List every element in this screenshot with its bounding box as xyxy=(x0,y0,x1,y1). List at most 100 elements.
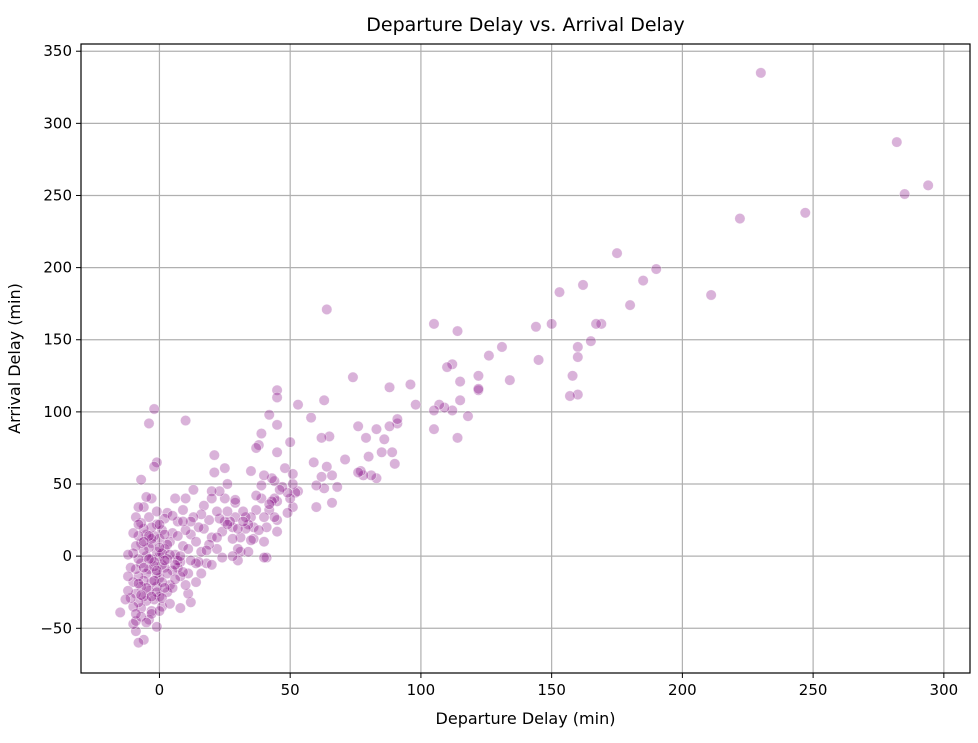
data-point xyxy=(370,472,382,484)
x-tick-label: 100 xyxy=(407,681,436,699)
y-tick-label: 150 xyxy=(43,331,72,349)
data-point xyxy=(428,423,440,435)
data-point xyxy=(177,504,189,516)
data-point xyxy=(533,354,545,366)
data-point xyxy=(229,494,241,506)
data-point xyxy=(441,361,453,373)
data-point xyxy=(130,608,142,620)
data-point xyxy=(611,247,623,259)
data-point xyxy=(133,518,145,530)
data-point xyxy=(250,442,262,454)
data-point xyxy=(378,433,390,445)
data-point xyxy=(151,565,163,577)
data-point xyxy=(146,605,158,617)
x-axis-label: Departure Delay (min) xyxy=(436,709,616,728)
data-point xyxy=(193,521,205,533)
data-point xyxy=(572,351,584,363)
data-point xyxy=(352,420,364,432)
data-point xyxy=(384,381,396,393)
data-point xyxy=(391,413,403,425)
data-point xyxy=(146,591,158,603)
data-point xyxy=(242,546,254,558)
data-point xyxy=(891,136,903,148)
data-point xyxy=(208,466,220,478)
data-point xyxy=(182,588,194,600)
data-point xyxy=(211,531,223,543)
data-point xyxy=(637,275,649,287)
data-point xyxy=(389,458,401,470)
data-point xyxy=(258,511,270,523)
axis-ticks: 0 50 100 150 200 250 300 −50 0 50 100 150 200 250 300 3… xyxy=(40,42,958,699)
y-tick-label: 100 xyxy=(43,403,72,421)
data-point xyxy=(352,466,364,478)
data-point xyxy=(271,391,283,403)
data-point xyxy=(138,634,150,646)
data-point xyxy=(143,511,155,523)
data-point xyxy=(922,179,934,191)
data-point xyxy=(164,598,176,610)
data-point xyxy=(321,461,333,473)
y-tick-label: −50 xyxy=(40,619,72,637)
data-point xyxy=(140,491,152,503)
data-point xyxy=(203,539,215,551)
data-point xyxy=(331,481,343,493)
data-point xyxy=(127,527,139,539)
data-point xyxy=(151,505,163,517)
data-point xyxy=(454,376,466,388)
data-point xyxy=(734,213,746,225)
data-point xyxy=(650,263,662,275)
data-point xyxy=(206,559,218,571)
data-point xyxy=(177,566,189,578)
data-point xyxy=(577,279,589,291)
data-point xyxy=(148,403,160,415)
data-point xyxy=(321,303,333,315)
data-point xyxy=(245,534,257,546)
data-point xyxy=(282,507,294,519)
data-point xyxy=(504,374,516,386)
data-point xyxy=(438,402,450,414)
data-point xyxy=(227,550,239,562)
data-point xyxy=(148,461,160,473)
data-point xyxy=(624,299,636,311)
data-point xyxy=(347,371,359,383)
data-point xyxy=(169,492,181,504)
data-point xyxy=(339,453,351,465)
data-point xyxy=(127,601,139,613)
data-point xyxy=(190,576,202,588)
data-point xyxy=(195,567,207,579)
data-point xyxy=(462,410,474,422)
data-point xyxy=(564,390,576,402)
data-point xyxy=(169,573,181,585)
data-point xyxy=(755,67,767,79)
data-point xyxy=(245,465,257,477)
data-point xyxy=(180,524,192,536)
data-point xyxy=(180,415,192,427)
data-point xyxy=(446,358,458,370)
data-point xyxy=(292,399,304,411)
data-point xyxy=(122,570,134,582)
y-axis-label: Arrival Delay (min) xyxy=(5,283,24,434)
x-tick-label: 150 xyxy=(537,681,566,699)
x-tick-label: 300 xyxy=(930,681,959,699)
data-point xyxy=(255,428,267,440)
x-tick-label: 250 xyxy=(799,681,828,699)
data-point xyxy=(310,479,322,491)
data-point xyxy=(114,606,126,618)
data-point xyxy=(590,318,602,330)
data-point xyxy=(221,505,233,517)
data-point xyxy=(135,589,147,601)
data-point xyxy=(159,529,171,541)
data-point xyxy=(135,474,147,486)
data-point xyxy=(258,536,270,548)
data-point xyxy=(203,514,215,526)
data-point xyxy=(130,625,142,637)
data-point xyxy=(483,350,495,362)
data-point xyxy=(386,446,398,458)
data-point xyxy=(255,492,267,504)
data-point xyxy=(237,516,249,528)
plot-frame xyxy=(80,43,971,674)
data-point xyxy=(133,578,145,590)
data-point xyxy=(428,318,440,330)
data-point xyxy=(143,417,155,429)
data-point xyxy=(221,478,233,490)
